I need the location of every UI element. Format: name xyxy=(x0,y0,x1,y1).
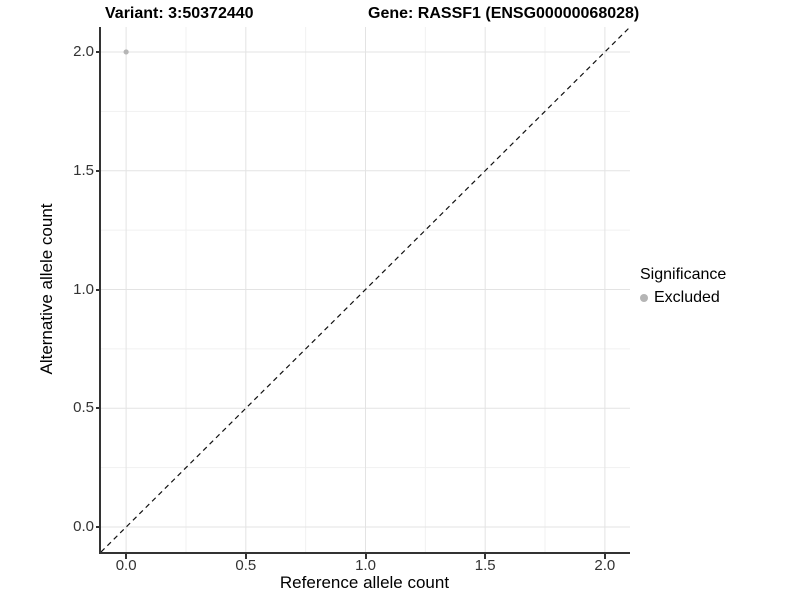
x-tick-label: 0.5 xyxy=(235,557,257,574)
y-tick-label: 1.5 xyxy=(73,161,94,179)
x-tick-label: 0.0 xyxy=(115,557,137,574)
x-axis-title: Reference allele count xyxy=(279,573,450,592)
x-tick-mark xyxy=(603,554,606,559)
plot-panel xyxy=(99,27,630,554)
y-tick-label: 0.5 xyxy=(73,399,94,417)
y-tick-mark xyxy=(96,169,101,172)
x-tick-label: 1.5 xyxy=(474,557,496,574)
y-tick-label: 2.0 xyxy=(73,42,94,60)
excluded-point-icon xyxy=(640,294,648,302)
x-tick-label: 2.0 xyxy=(594,557,616,574)
y-tick-mark xyxy=(96,526,101,529)
y-tick-label: 0.0 xyxy=(73,518,94,536)
gene-title: Gene: RASSF1 (ENSG00000068028) xyxy=(368,5,640,22)
x-tick-mark xyxy=(484,554,487,559)
y-tick-label: 1.0 xyxy=(73,280,94,298)
x-tick-mark xyxy=(125,554,128,559)
legend: Significance Excluded xyxy=(640,266,726,307)
legend-title: Significance xyxy=(640,266,727,283)
legend-item-label: Excluded xyxy=(654,289,720,306)
chart-canvas xyxy=(101,27,630,552)
x-tick-label: 1.0 xyxy=(355,557,376,574)
y-tick-mark xyxy=(96,50,101,53)
y-tick-mark xyxy=(96,288,101,291)
variant-title: Variant: 3:50372440 xyxy=(105,5,254,22)
y-tick-mark xyxy=(96,407,101,410)
x-tick-mark xyxy=(244,554,247,559)
legend-item-excluded: Excluded xyxy=(640,289,726,307)
x-tick-mark xyxy=(364,554,367,559)
